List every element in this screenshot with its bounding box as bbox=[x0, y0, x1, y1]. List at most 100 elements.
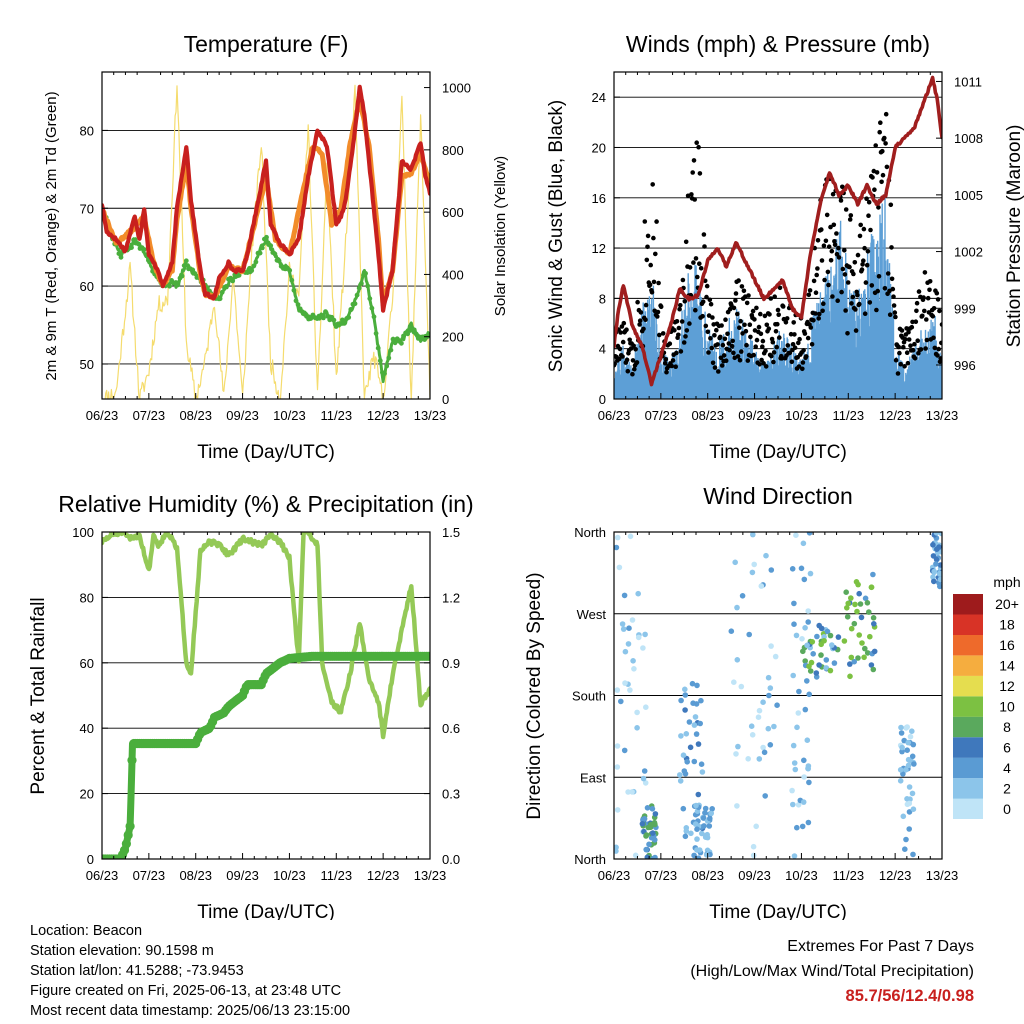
direction-point bbox=[768, 643, 774, 649]
direction-point bbox=[904, 747, 910, 753]
dewpoint-point bbox=[287, 268, 293, 273]
gust-point bbox=[658, 304, 664, 310]
y-tick-label: 4 bbox=[599, 342, 606, 357]
colorbar-swatch bbox=[953, 798, 983, 819]
gust-point bbox=[814, 272, 819, 278]
gust-point bbox=[861, 226, 867, 232]
direction-point bbox=[731, 679, 737, 685]
direction-point bbox=[767, 742, 774, 748]
gust-point bbox=[657, 332, 662, 338]
gust-point bbox=[630, 358, 636, 363]
gust-point bbox=[896, 344, 901, 350]
direction-point bbox=[904, 796, 910, 802]
gust-point bbox=[673, 364, 678, 370]
direction-point bbox=[800, 540, 807, 547]
direction-point bbox=[847, 661, 853, 667]
direction-point bbox=[804, 642, 810, 649]
gust-point bbox=[704, 294, 709, 300]
direction-point bbox=[792, 766, 799, 773]
gust-point bbox=[828, 258, 834, 263]
direction-point bbox=[848, 654, 855, 661]
direction-point bbox=[709, 806, 715, 812]
gust-point bbox=[853, 328, 859, 333]
direction-point bbox=[851, 658, 857, 665]
direction-tick-label: North bbox=[574, 852, 606, 867]
gust-point bbox=[754, 305, 759, 311]
gust-point bbox=[762, 313, 768, 319]
gust-point bbox=[741, 288, 747, 294]
gust-point bbox=[683, 239, 689, 245]
direction-point bbox=[844, 614, 851, 620]
x-tick-label: 10/23 bbox=[273, 408, 306, 423]
gust-point bbox=[674, 319, 680, 324]
colorbar-label: 10 bbox=[999, 699, 1015, 715]
direction-point bbox=[627, 687, 633, 693]
direction-point bbox=[903, 836, 909, 843]
direction-point bbox=[652, 811, 659, 817]
direction-point bbox=[680, 752, 687, 758]
gust-point bbox=[897, 350, 902, 356]
gust-point bbox=[760, 344, 765, 350]
gust-point bbox=[931, 335, 936, 341]
gust-point bbox=[826, 282, 831, 288]
x-tick-label: 11/23 bbox=[320, 408, 352, 423]
direction-point bbox=[801, 757, 807, 764]
gust-point bbox=[730, 338, 735, 344]
gust-point bbox=[743, 328, 749, 334]
gust-point bbox=[620, 339, 626, 345]
latlon-text: Station lat/lon: 41.5288; -73.9453 bbox=[30, 963, 244, 979]
gust-point bbox=[754, 337, 760, 343]
dewpoint-point bbox=[190, 267, 196, 273]
gust-point bbox=[698, 266, 704, 271]
gust-point bbox=[718, 355, 724, 361]
gust-point bbox=[709, 345, 714, 351]
direction-point bbox=[937, 576, 942, 583]
gust-point bbox=[614, 361, 617, 366]
gust-point bbox=[876, 205, 881, 210]
gust-point bbox=[725, 331, 730, 337]
gust-point bbox=[890, 286, 896, 292]
direction-point bbox=[794, 724, 800, 731]
gust-point bbox=[819, 258, 825, 263]
colorbar-swatch bbox=[953, 594, 983, 615]
gust-point bbox=[874, 170, 880, 175]
gust-point bbox=[935, 353, 940, 358]
gust-point bbox=[937, 308, 942, 314]
gust-point bbox=[831, 222, 837, 228]
dewpoint-point bbox=[181, 263, 187, 268]
dewpoint-point bbox=[337, 321, 343, 326]
x-tick-label: 13/23 bbox=[414, 868, 447, 883]
gust-point bbox=[859, 267, 865, 272]
direction-point bbox=[767, 685, 774, 691]
y2-tick-label: 200 bbox=[442, 330, 464, 345]
gust-point bbox=[782, 347, 787, 353]
gust-point bbox=[883, 141, 888, 146]
direction-point bbox=[805, 619, 811, 625]
colorbar-label: 14 bbox=[999, 658, 1015, 674]
direction-point bbox=[851, 620, 858, 627]
gust-point bbox=[722, 336, 728, 342]
x-tick-label: 10/23 bbox=[273, 868, 306, 883]
gust-point bbox=[768, 296, 774, 301]
gust-point bbox=[905, 360, 911, 366]
gust-point bbox=[904, 326, 909, 331]
temperature-series-group bbox=[102, 84, 430, 399]
gust-point bbox=[776, 312, 781, 318]
direction-point bbox=[823, 657, 830, 663]
y-tick-label: 0 bbox=[599, 392, 606, 407]
gust-point bbox=[733, 298, 738, 303]
gust-point bbox=[784, 316, 790, 321]
gust-point bbox=[723, 358, 729, 364]
gust-point bbox=[879, 179, 884, 185]
gust-point bbox=[884, 164, 890, 170]
direction-point bbox=[774, 702, 780, 708]
gust-point bbox=[735, 354, 741, 359]
winds-xlabel: Time (Day/UTC) bbox=[709, 442, 847, 463]
gust-point bbox=[727, 306, 733, 312]
dewpoint-point bbox=[325, 313, 330, 319]
solar-insolation-line bbox=[104, 84, 430, 399]
gust-point bbox=[849, 301, 854, 306]
created-text: Figure created on Fri, 2025-06-13, at 23… bbox=[30, 983, 342, 999]
gust-point bbox=[726, 341, 732, 346]
direction-point bbox=[806, 691, 812, 698]
